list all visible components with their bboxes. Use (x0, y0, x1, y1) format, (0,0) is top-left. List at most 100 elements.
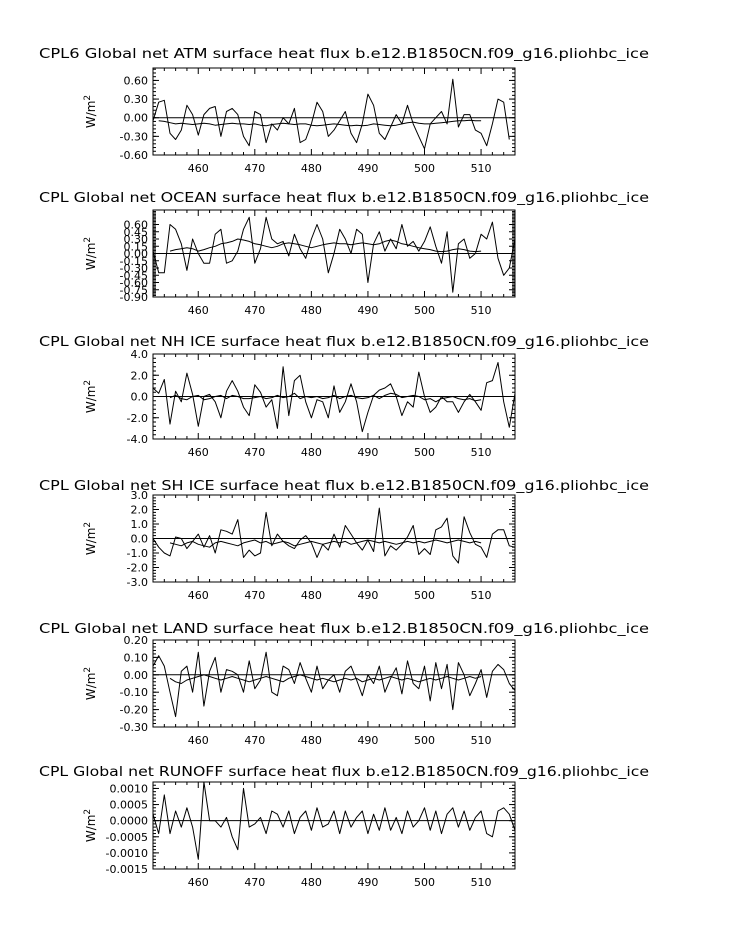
panel-3-x-tick-label: 480 (301, 446, 322, 459)
panel-2-y-tick-label: -0.30 (120, 262, 148, 275)
panel-2-y-tick-label: 0.00 (124, 248, 149, 261)
panel-2-y-tick-label: -0.60 (120, 277, 148, 290)
panel-1-y-tick-label: 0.60 (124, 74, 149, 87)
panel-5-y-axis-label: W/m2 (83, 667, 98, 700)
panel-5-series-2-line (169, 674, 482, 684)
panel-3-y-axis-label-exponent: 2 (83, 380, 93, 386)
panel-3-y-axis-label: W/m2 (83, 380, 98, 413)
panel-2-title: CPL Global net OCEAN surface heat flux b… (39, 191, 649, 206)
panel-6-plot-frame (152, 781, 516, 870)
panel-3-x-tick-label: 470 (244, 446, 265, 459)
panel-4-x-tick-label: 500 (414, 589, 435, 602)
panel-3-y-tick-label: 0.0 (131, 391, 149, 404)
panel-3-y-tick-label: 2.0 (131, 369, 149, 382)
panel-4-y-tick-label: 0.0 (131, 533, 149, 546)
panel-2-x-tick-label: 490 (357, 304, 378, 317)
panel-4-y-axis-label: W/m2 (83, 522, 98, 555)
panel-5-y-axis-label-unit: W/m (84, 673, 98, 701)
panel-3-series-2-line (169, 392, 482, 403)
panel-4-y-tick-label: 3.0 (131, 489, 149, 502)
panel-4-x-tick-label: 510 (471, 589, 492, 602)
panel-5-y-tick-label: -0.30 (120, 721, 148, 734)
panel-4-y-axis-label-unit: W/m (84, 528, 98, 556)
panel-3-y-tick-label: -2.0 (127, 412, 148, 425)
panel-5-y-tick-label: 0.20 (124, 634, 149, 647)
panel-3-x-tick-label: 510 (471, 446, 492, 459)
panel-2-x-tick-label: 510 (471, 304, 492, 317)
panel-4-x-tick-label: 490 (357, 589, 378, 602)
panel-5-x-tick-label: 490 (357, 734, 378, 747)
panel-1-y-tick-label: -0.30 (120, 130, 148, 143)
panel-1-y-tick-label: 0.30 (124, 93, 149, 106)
panel-5-y-axis-label-exponent: 2 (83, 667, 93, 673)
panel-4-title: CPL Global net SH ICE surface heat flux … (39, 479, 649, 494)
panel-1-y-axis-label: W/m2 (83, 95, 98, 128)
panel-3-x-tick-label: 500 (414, 446, 435, 459)
panel-4-y-tick-label: 2.0 (131, 504, 149, 517)
panel-6-x-tick-label: 490 (357, 876, 378, 889)
panel-6-y-tick-label: 0.0010 (110, 782, 149, 795)
panel-1-x-tick-label: 460 (188, 162, 209, 175)
panel-2-x-tick-label: 480 (301, 304, 322, 317)
panel-5-x-tick-label: 470 (244, 734, 265, 747)
panel-6-y-axis-label-exponent: 2 (83, 809, 93, 815)
panel-6-y-axis-label: W/m2 (83, 809, 98, 842)
panel-2-x-tick-label: 500 (414, 304, 435, 317)
panel-1-x-tick-label: 490 (357, 162, 378, 175)
panel-4-series-1-line (152, 507, 516, 564)
panel-5-y-tick-label: -0.10 (120, 686, 148, 699)
panel-4-x-tick-label: 480 (301, 589, 322, 602)
panel-4-y-tick-label: 1.0 (131, 518, 149, 531)
panel-2-series-1-line (152, 216, 516, 293)
panel-6-y-axis-label-unit: W/m (84, 815, 98, 843)
panel-1-x-tick-label: 480 (301, 162, 322, 175)
panel-4-y-tick-label: -2.0 (127, 562, 148, 575)
panel-5-x-tick-label: 500 (414, 734, 435, 747)
panel-2-y-tick-label: -0.90 (120, 291, 148, 304)
panel-6-title: CPL Global net RUNOFF surface heat flux … (39, 765, 649, 780)
panel-1-x-tick-label: 500 (414, 162, 435, 175)
panel-6-x-tick-label: 470 (244, 876, 265, 889)
panel-1-series-1-line (152, 78, 510, 150)
panel-5-y-tick-label: 0.00 (124, 669, 149, 682)
panel-2-series-2-line (169, 238, 482, 253)
panel-2-y-axis-label: W/m2 (83, 237, 98, 270)
panel-1-series-2-line (158, 119, 482, 127)
panel-6-x-tick-label: 510 (471, 876, 492, 889)
panel-2-y-tick-label: -0.45 (120, 269, 148, 282)
panel-6-y-tick-label: -0.0010 (106, 847, 148, 860)
panel-2-y-tick-label: 0.45 (124, 226, 149, 239)
panel-6-y-tick-label: -0.0015 (106, 863, 148, 876)
panel-5-series-1-line (152, 651, 516, 718)
panel-5-x-tick-label: 510 (471, 734, 492, 747)
panel-3-title: CPL Global net NH ICE surface heat flux … (39, 335, 649, 350)
panel-3-y-axis-label-unit: W/m (84, 386, 98, 414)
panel-4-x-tick-label: 460 (188, 589, 209, 602)
panel-1-x-tick-label: 510 (471, 162, 492, 175)
panel-5-y-tick-label: -0.20 (120, 704, 148, 717)
panel-2-x-tick-label: 470 (244, 304, 265, 317)
panel-6-series-1-line (152, 781, 516, 860)
panel-3-y-tick-label: 4.0 (131, 348, 149, 361)
panel-5-x-tick-label: 460 (188, 734, 209, 747)
panel-6-y-tick-label: -0.0005 (106, 831, 148, 844)
panel-3-y-tick-label: -4.0 (127, 433, 148, 446)
panel-6-y-tick-label: 0.0000 (110, 815, 149, 828)
panel-2-y-tick-label: 0.30 (124, 233, 149, 246)
panel-6-y-tick-label: 0.0005 (110, 799, 149, 812)
panel-4-y-tick-label: -3.0 (127, 576, 148, 589)
panel-4-x-tick-label: 470 (244, 589, 265, 602)
panel-4-y-axis-label-exponent: 2 (83, 522, 93, 528)
panel-1-title: CPL6 Global net ATM surface heat flux b.… (39, 47, 649, 62)
panel-2-y-tick-label: 0.60 (124, 219, 149, 232)
panel-5-x-tick-label: 480 (301, 734, 322, 747)
panel-5-y-tick-label: 0.10 (124, 651, 149, 664)
panel-3-x-tick-label: 490 (357, 446, 378, 459)
panel-2-y-tick-label: 0.15 (124, 240, 149, 253)
panel-3-x-tick-label: 460 (188, 446, 209, 459)
panel-4-y-tick-label: -1.0 (127, 547, 148, 560)
panel-2-y-axis-label-unit: W/m (84, 243, 98, 271)
panel-6-x-tick-label: 500 (414, 876, 435, 889)
